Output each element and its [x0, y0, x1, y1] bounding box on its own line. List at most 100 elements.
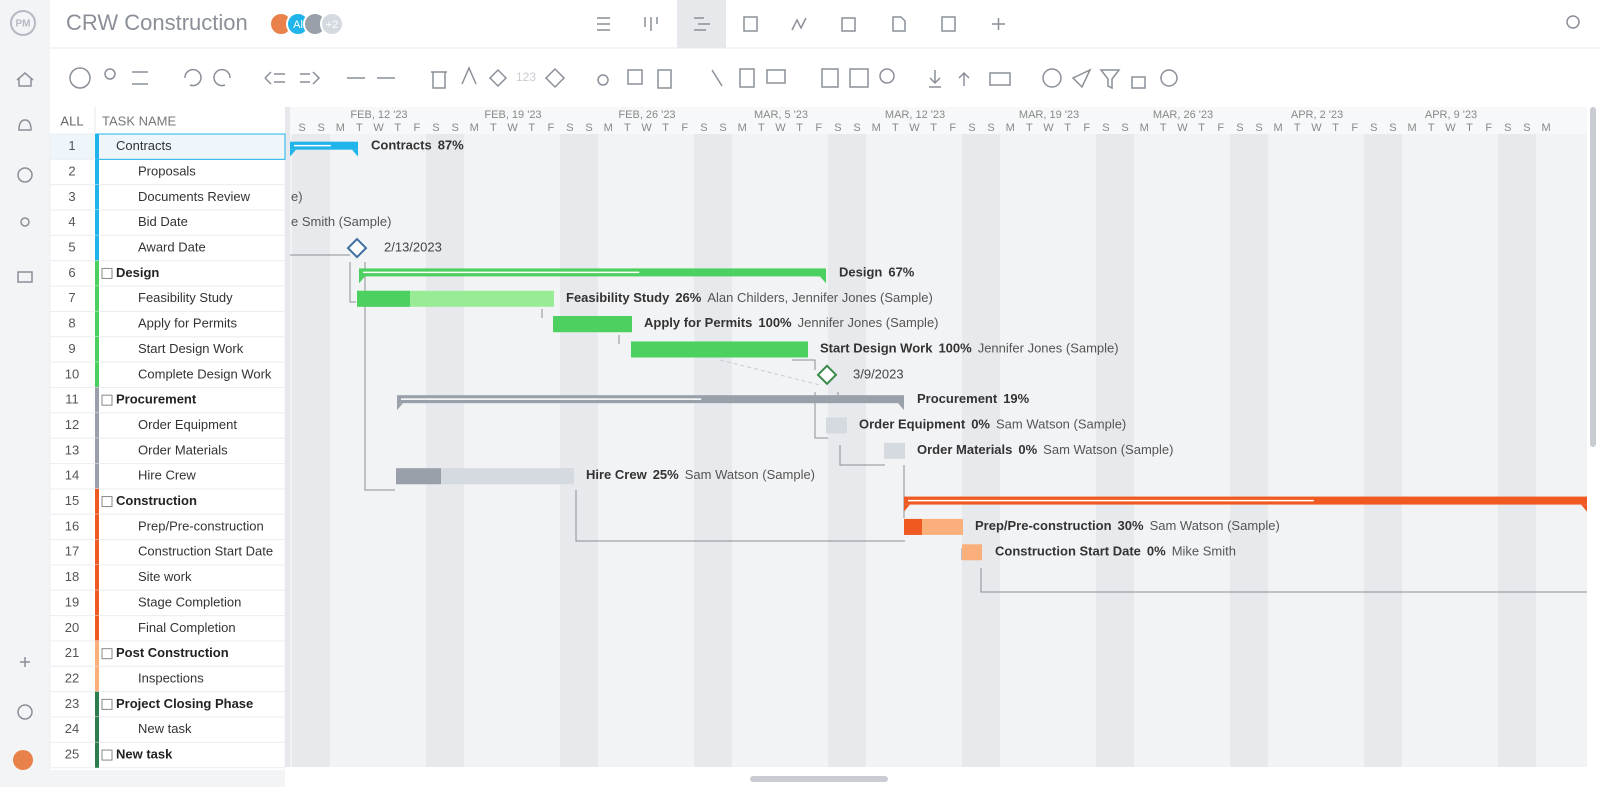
people-icon[interactable]: [20, 217, 30, 227]
milestone[interactable]: [816, 364, 838, 386]
day-letter: S: [317, 122, 324, 134]
collapse-toggle[interactable]: [101, 698, 113, 710]
tool[interactable]: [711, 69, 723, 87]
tool[interactable]: [989, 72, 1011, 86]
tool[interactable]: [69, 67, 91, 89]
table-row[interactable]: [49, 387, 286, 414]
table-row[interactable]: [49, 184, 286, 211]
h-scrollbar[interactable]: [750, 776, 888, 782]
tool[interactable]: [213, 68, 231, 87]
table-row[interactable]: [49, 513, 286, 541]
milestone[interactable]: [346, 237, 368, 259]
column-header[interactable]: ALL: [60, 113, 83, 128]
table-row[interactable]: [49, 437, 286, 465]
table-row[interactable]: [49, 691, 286, 718]
row-color: [95, 590, 99, 616]
tool[interactable]: [657, 69, 672, 89]
time-icon[interactable]: [17, 167, 33, 183]
tool[interactable]: [929, 70, 941, 88]
tool[interactable]: [431, 71, 447, 89]
table-row[interactable]: [49, 589, 286, 617]
task-bar[interactable]: [826, 417, 847, 434]
user-avatar[interactable]: [13, 750, 33, 770]
tool[interactable]: [1042, 68, 1062, 88]
tool[interactable]: [1160, 69, 1178, 87]
tool[interactable]: [132, 71, 148, 85]
table-row[interactable]: [49, 310, 286, 338]
week-label: FEB, 26 '23: [618, 109, 675, 121]
table-row[interactable]: [49, 260, 286, 287]
search-icon[interactable]: [1566, 15, 1580, 29]
table-row[interactable]: [49, 463, 286, 490]
column-header[interactable]: TASK NAME: [102, 113, 176, 128]
table-row[interactable]: [49, 640, 286, 667]
milestone-date: 2/13/2023: [384, 240, 442, 255]
avatar-more[interactable]: [320, 12, 344, 36]
table-row[interactable]: [49, 209, 286, 236]
task-name: Order Materials: [138, 442, 228, 457]
day-letter: W: [373, 122, 384, 134]
tool[interactable]: [184, 68, 202, 87]
table-row[interactable]: [49, 488, 286, 515]
task-bar[interactable]: [962, 544, 982, 561]
tool[interactable]: [300, 71, 321, 85]
day-letter: S: [1102, 122, 1109, 134]
row-color: [95, 463, 99, 489]
tool[interactable]: [739, 68, 755, 88]
add-icon[interactable]: [20, 657, 30, 667]
tool[interactable]: [104, 68, 116, 80]
tool[interactable]: [1131, 76, 1146, 89]
logo[interactable]: [10, 10, 36, 36]
row-color: [95, 184, 99, 211]
tool[interactable]: [849, 68, 869, 88]
board-view[interactable]: [644, 17, 658, 31]
tool[interactable]: [958, 71, 970, 86]
overview-view[interactable]: [941, 16, 956, 32]
add-view[interactable]: [992, 18, 1005, 30]
row-number: 24: [65, 721, 79, 736]
splitter[interactable]: [285, 107, 290, 767]
task-name: Project Closing Phase: [116, 696, 253, 711]
tool[interactable]: [461, 66, 477, 85]
task-name: Proposals: [138, 163, 196, 178]
tool[interactable]: [488, 68, 508, 88]
sheet-view[interactable]: [743, 16, 758, 32]
table-row[interactable]: [49, 564, 286, 591]
tool[interactable]: [766, 69, 786, 84]
tool[interactable]: [879, 68, 895, 84]
table-row[interactable]: [49, 361, 286, 388]
help-icon[interactable]: [17, 704, 33, 720]
collapse-toggle[interactable]: [101, 496, 113, 508]
table-row[interactable]: [49, 234, 286, 262]
home-icon[interactable]: [16, 72, 34, 87]
table-row[interactable]: [49, 539, 286, 566]
list-view[interactable]: [597, 17, 610, 31]
task-bar[interactable]: [884, 442, 905, 459]
table-row[interactable]: [49, 285, 286, 312]
gantt-view[interactable]: [694, 17, 710, 31]
day-letter: W: [507, 122, 518, 134]
dashboard-view[interactable]: [791, 17, 807, 31]
day-letter: M: [604, 122, 613, 134]
table-row[interactable]: [49, 615, 286, 642]
table-row[interactable]: [49, 716, 286, 743]
collapse-toggle[interactable]: [101, 267, 113, 279]
tool[interactable]: [1099, 69, 1121, 90]
tool[interactable]: [597, 74, 609, 86]
tool[interactable]: [627, 69, 643, 85]
collapse-toggle[interactable]: [101, 648, 113, 660]
tool[interactable]: [264, 71, 285, 85]
notifications-icon[interactable]: [18, 119, 32, 131]
tool[interactable]: [1071, 68, 1092, 89]
week-label: MAR, 12 '23: [885, 109, 945, 121]
calendar-view[interactable]: [841, 17, 856, 32]
tool[interactable]: [544, 67, 566, 89]
table-row[interactable]: [49, 158, 286, 186]
v-scrollbar[interactable]: [1590, 107, 1596, 447]
portfolio-icon[interactable]: [17, 271, 33, 283]
files-view[interactable]: [892, 16, 906, 32]
collapse-toggle[interactable]: [101, 749, 113, 761]
collapse-toggle[interactable]: [101, 394, 113, 406]
tool[interactable]: [821, 68, 839, 88]
table-row[interactable]: [49, 741, 286, 769]
